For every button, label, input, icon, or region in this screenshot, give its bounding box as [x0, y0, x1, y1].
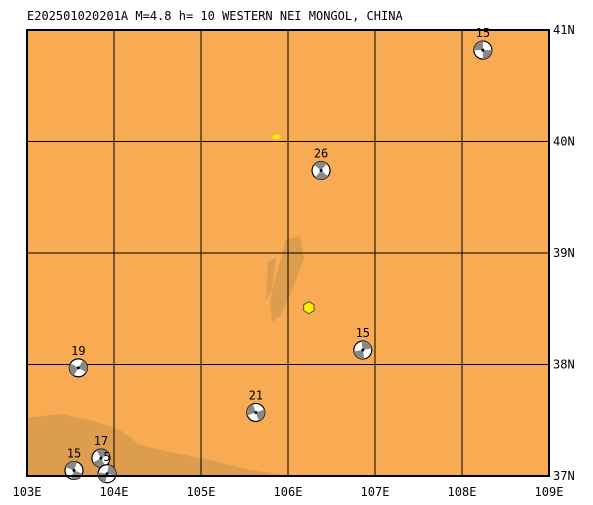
beachball-center [76, 366, 80, 370]
event-depth-label: 19 [71, 344, 85, 358]
focal-mechanism [64, 460, 84, 481]
map-frame [26, 29, 550, 477]
x-tick-label: 109E [535, 485, 564, 499]
y-tick-label: 39N [553, 246, 575, 260]
beachball-quadrant [107, 464, 117, 476]
beachball-quadrant [473, 41, 483, 51]
y-tick-label: 37N [553, 469, 575, 483]
beachball-quadrant [361, 341, 372, 351]
beachball-center [481, 48, 485, 52]
y-tick-label: 40N [553, 135, 575, 149]
beachball-center [319, 168, 323, 172]
focal-mechanism [473, 40, 493, 60]
beachball-quadrant [96, 449, 109, 459]
epicenter [303, 301, 315, 315]
beachball-center [72, 468, 76, 472]
focal-mechanism [353, 340, 373, 360]
y-tick-label: 38N [553, 358, 575, 372]
x-tick-label: 105E [187, 485, 216, 499]
beachball-center [99, 456, 103, 460]
focal-mechanism [97, 464, 117, 484]
beachball-quadrant [69, 363, 79, 376]
event-depth-label: 26 [314, 146, 328, 160]
beachball-center [254, 410, 258, 414]
x-tick-label: 108E [448, 485, 477, 499]
beachball-quadrant [315, 170, 328, 180]
focal-mechanism [311, 160, 331, 181]
beachball-quadrant [78, 360, 88, 373]
x-tick-label: 107E [361, 485, 390, 499]
y-tick-label: 41N [553, 23, 575, 37]
beachball-quadrant [70, 470, 83, 480]
event-depth-label: 15 [67, 446, 81, 460]
focal-mechanism [68, 358, 88, 378]
event-depth-label: 21 [249, 388, 263, 402]
beachball-quadrant [65, 461, 78, 471]
event-depth-label: 15 [476, 26, 490, 40]
beachball-quadrant [246, 403, 256, 416]
x-tick-label: 106E [274, 485, 303, 499]
map-title: E202501020201A M=4.8 h= 10 WESTERN NEI M… [27, 9, 403, 23]
x-tick-label: 103E [13, 485, 42, 499]
event-depth-label: 17 [94, 434, 108, 448]
event-depth-label: 5 [103, 450, 110, 464]
beachball-center [105, 472, 109, 476]
beachball-quadrant [255, 409, 265, 421]
beachball-quadrant [353, 350, 365, 360]
beachball-quadrant [314, 161, 327, 171]
beachball-quadrant [98, 472, 108, 483]
x-tick-label: 104E [100, 485, 129, 499]
beachball-quadrant [482, 50, 492, 60]
beachball-center [361, 348, 365, 352]
location-marker [272, 134, 281, 140]
focal-mechanism [246, 402, 266, 423]
event-depth-label: 15 [356, 326, 370, 340]
beachball-quadrant [93, 458, 106, 468]
